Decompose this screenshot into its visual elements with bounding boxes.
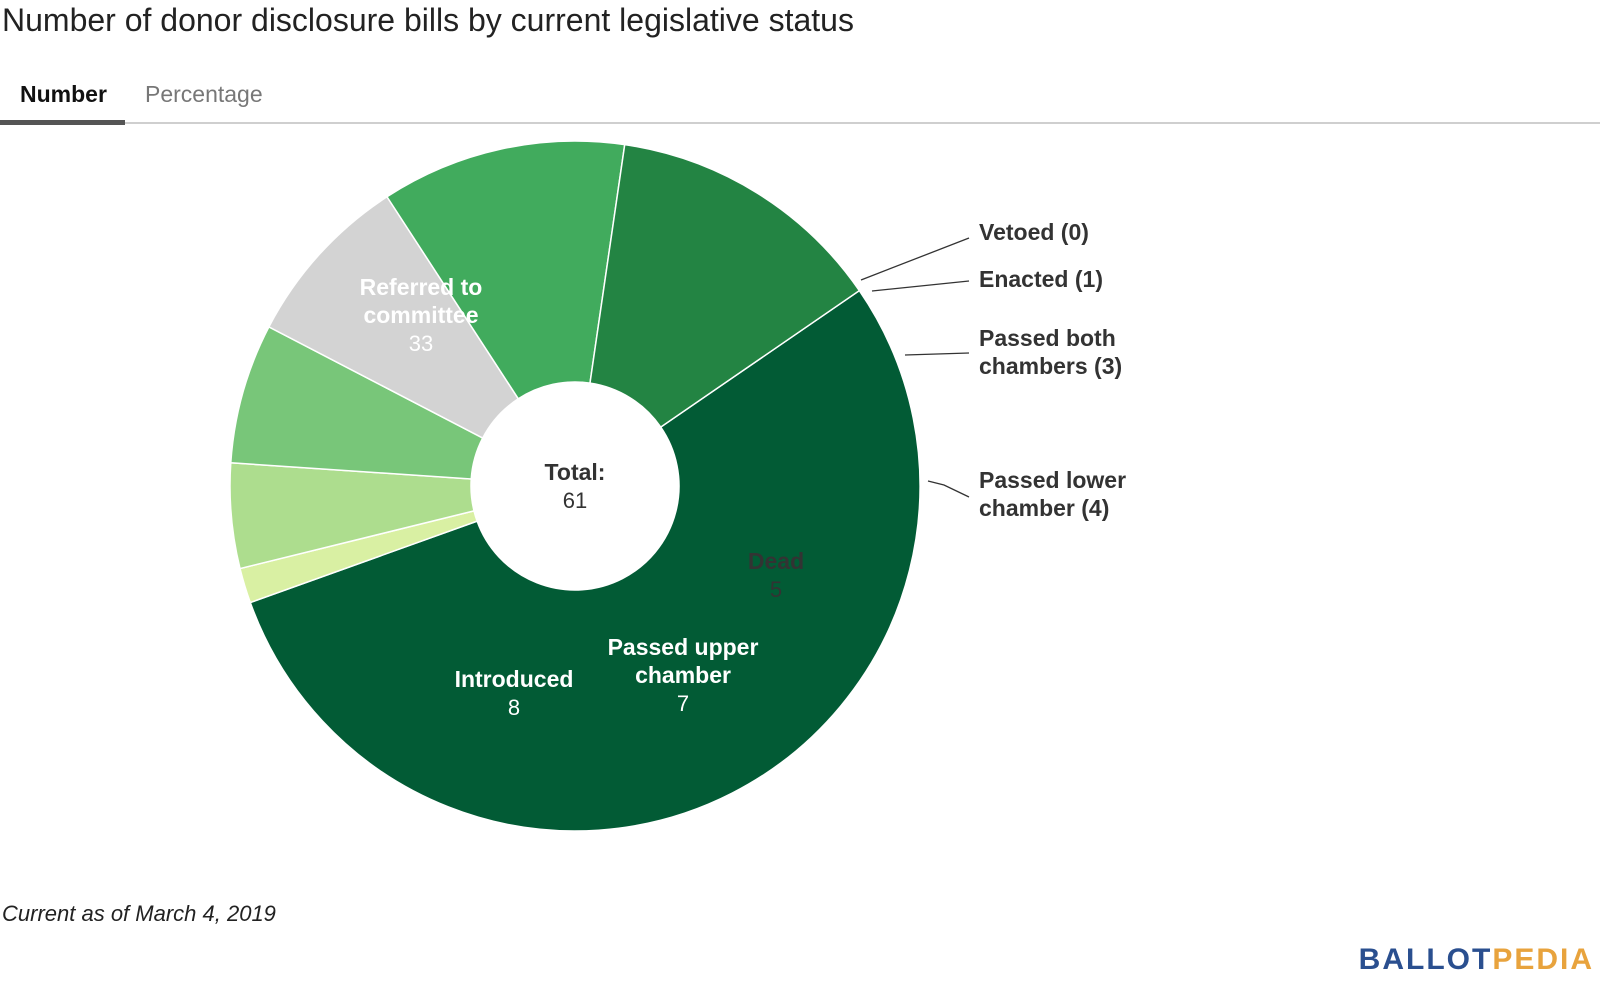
svg-text:5: 5 — [770, 577, 782, 602]
slice-label: Introduced 8 — [455, 666, 574, 720]
leader-line — [927, 480, 970, 498]
ballotpedia-logo: BALLOTPEDIA — [1358, 943, 1594, 976]
svg-text:Enacted (1): Enacted (1) — [979, 266, 1103, 292]
svg-text:chambers (3): chambers (3) — [979, 353, 1122, 379]
slice-label: Dead 5 — [748, 548, 804, 602]
tab-number[interactable]: Number — [0, 74, 125, 125]
slice-dead[interactable] — [267, 195, 520, 440]
slice-introduced[interactable] — [589, 143, 861, 429]
svg-text:committee: committee — [363, 302, 478, 328]
svg-text:Passed both: Passed both — [979, 325, 1116, 351]
chart-title: Number of donor disclosure bills by curr… — [2, 2, 854, 38]
svg-text:Referred to: Referred to — [360, 274, 483, 300]
svg-text:chamber: chamber — [635, 662, 731, 688]
leader-line — [904, 352, 970, 356]
center-total-label: Total: — [545, 459, 606, 485]
svg-text:Dead: Dead — [748, 548, 804, 574]
svg-text:Passed upper: Passed upper — [608, 634, 759, 660]
as-of-note: Current as of March 4, 2019 — [2, 901, 276, 926]
leader-line — [860, 237, 970, 281]
svg-text:7: 7 — [677, 691, 689, 716]
svg-text:8: 8 — [508, 695, 520, 720]
center-total-value: 61 — [563, 488, 587, 513]
tab-percentage[interactable]: Percentage — [145, 81, 263, 107]
svg-text:33: 33 — [409, 331, 433, 356]
svg-text:Passed lower: Passed lower — [979, 467, 1126, 493]
slice-referred-to-committee[interactable] — [249, 289, 921, 832]
outside-slice-label: Vetoed (0) — [979, 219, 1089, 245]
svg-text:Vetoed (0): Vetoed (0) — [979, 219, 1089, 245]
svg-text:Introduced: Introduced — [455, 666, 574, 692]
leader-line — [871, 280, 970, 292]
svg-text:chamber (4): chamber (4) — [979, 495, 1109, 521]
outside-slice-label: Enacted (1) — [979, 266, 1103, 292]
tab-bar: Number Percentage — [0, 66, 1600, 125]
slice-passed-upper-chamber[interactable] — [385, 140, 626, 400]
